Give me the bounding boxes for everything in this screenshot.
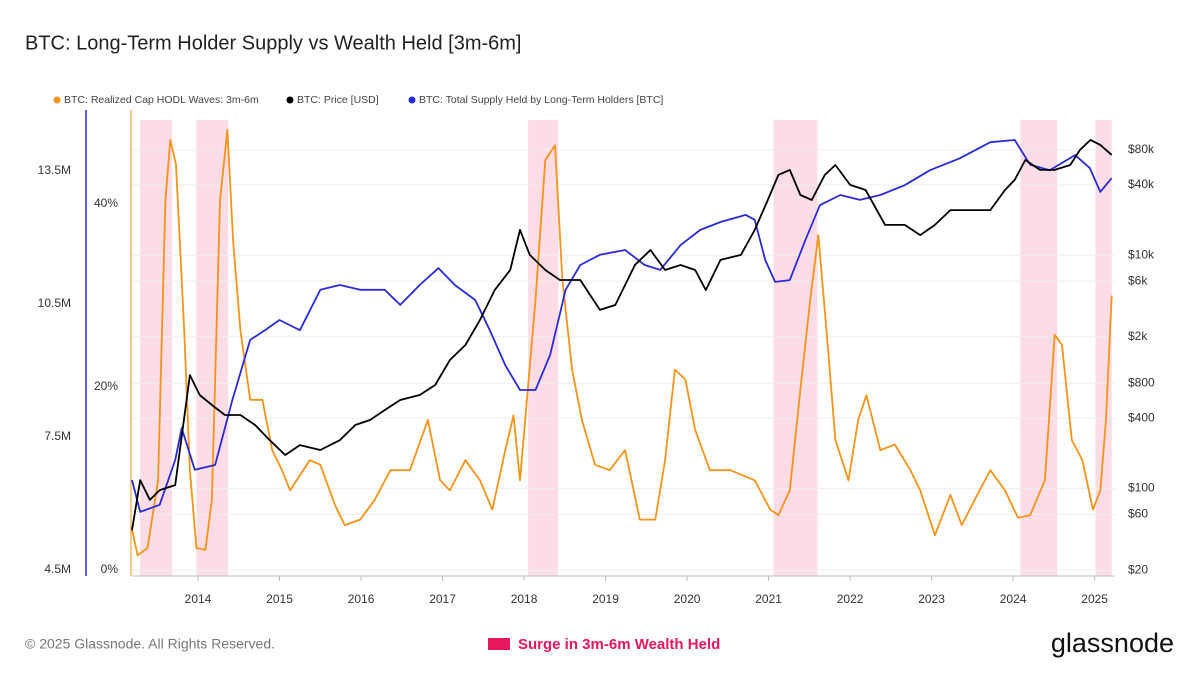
legend-label[interactable]: BTC: Price [USD] bbox=[297, 94, 379, 106]
y-tick-label: 7.5M bbox=[44, 429, 71, 443]
chart-title: BTC: Long-Term Holder Supply vs Wealth H… bbox=[25, 32, 521, 54]
y3-tick-label: $800 bbox=[1128, 375, 1155, 389]
x-tick-label: 2020 bbox=[674, 592, 701, 606]
legend-label[interactable]: BTC: Realized Cap HODL Waves: 3m-6m bbox=[64, 94, 259, 106]
x-tick-label: 2022 bbox=[837, 592, 864, 606]
series-line bbox=[131, 139, 1113, 513]
y3-tick-label: $40k bbox=[1128, 177, 1155, 191]
y-tick-label: 4.5M bbox=[44, 562, 71, 576]
highlight-legend-swatch bbox=[488, 638, 510, 650]
brand-logo: glassnode bbox=[1051, 628, 1174, 658]
x-tick-label: 2023 bbox=[918, 592, 945, 606]
x-tick-label: 2016 bbox=[348, 592, 375, 606]
x-tick-label: 2015 bbox=[266, 592, 293, 606]
x-tick-label: 2025 bbox=[1081, 592, 1108, 606]
y3-tick-label: $80k bbox=[1128, 142, 1155, 156]
legend-marker[interactable] bbox=[408, 96, 416, 104]
legend-marker[interactable] bbox=[53, 96, 61, 104]
legend-marker[interactable] bbox=[286, 96, 294, 104]
y-tick-label: 13.5M bbox=[38, 163, 71, 177]
y3-tick-label: $2k bbox=[1128, 329, 1148, 343]
y3-tick-label: $100 bbox=[1128, 481, 1155, 495]
highlight-legend-label: Surge in 3m-6m Wealth Held bbox=[518, 636, 720, 653]
series-line bbox=[131, 139, 1113, 531]
y2-tick-label: 0% bbox=[101, 562, 119, 576]
x-tick-label: 2018 bbox=[511, 592, 538, 606]
y3-tick-label: $60 bbox=[1128, 507, 1148, 521]
x-tick-label: 2017 bbox=[429, 592, 456, 606]
highlight-band bbox=[1020, 120, 1058, 576]
y2-tick-label: 40% bbox=[94, 196, 118, 210]
x-tick-label: 2021 bbox=[755, 592, 782, 606]
y3-tick-label: $10k bbox=[1128, 247, 1155, 261]
x-tick-label: 2014 bbox=[185, 592, 212, 606]
y3-tick-label: $400 bbox=[1128, 411, 1155, 425]
y3-tick-label: $20 bbox=[1128, 562, 1148, 576]
legend-label[interactable]: BTC: Total Supply Held by Long-Term Hold… bbox=[419, 94, 663, 106]
copyright: © 2025 Glassnode. All Rights Reserved. bbox=[25, 636, 275, 652]
highlight-band bbox=[1095, 120, 1112, 576]
x-tick-label: 2019 bbox=[592, 592, 619, 606]
y3-tick-label: $6k bbox=[1128, 273, 1148, 287]
highlight-band bbox=[773, 120, 818, 576]
series-line bbox=[131, 129, 1113, 557]
y2-tick-label: 20% bbox=[94, 379, 118, 393]
highlight-band bbox=[196, 120, 229, 576]
x-tick-label: 2024 bbox=[1000, 592, 1027, 606]
y-tick-label: 10.5M bbox=[38, 296, 71, 310]
